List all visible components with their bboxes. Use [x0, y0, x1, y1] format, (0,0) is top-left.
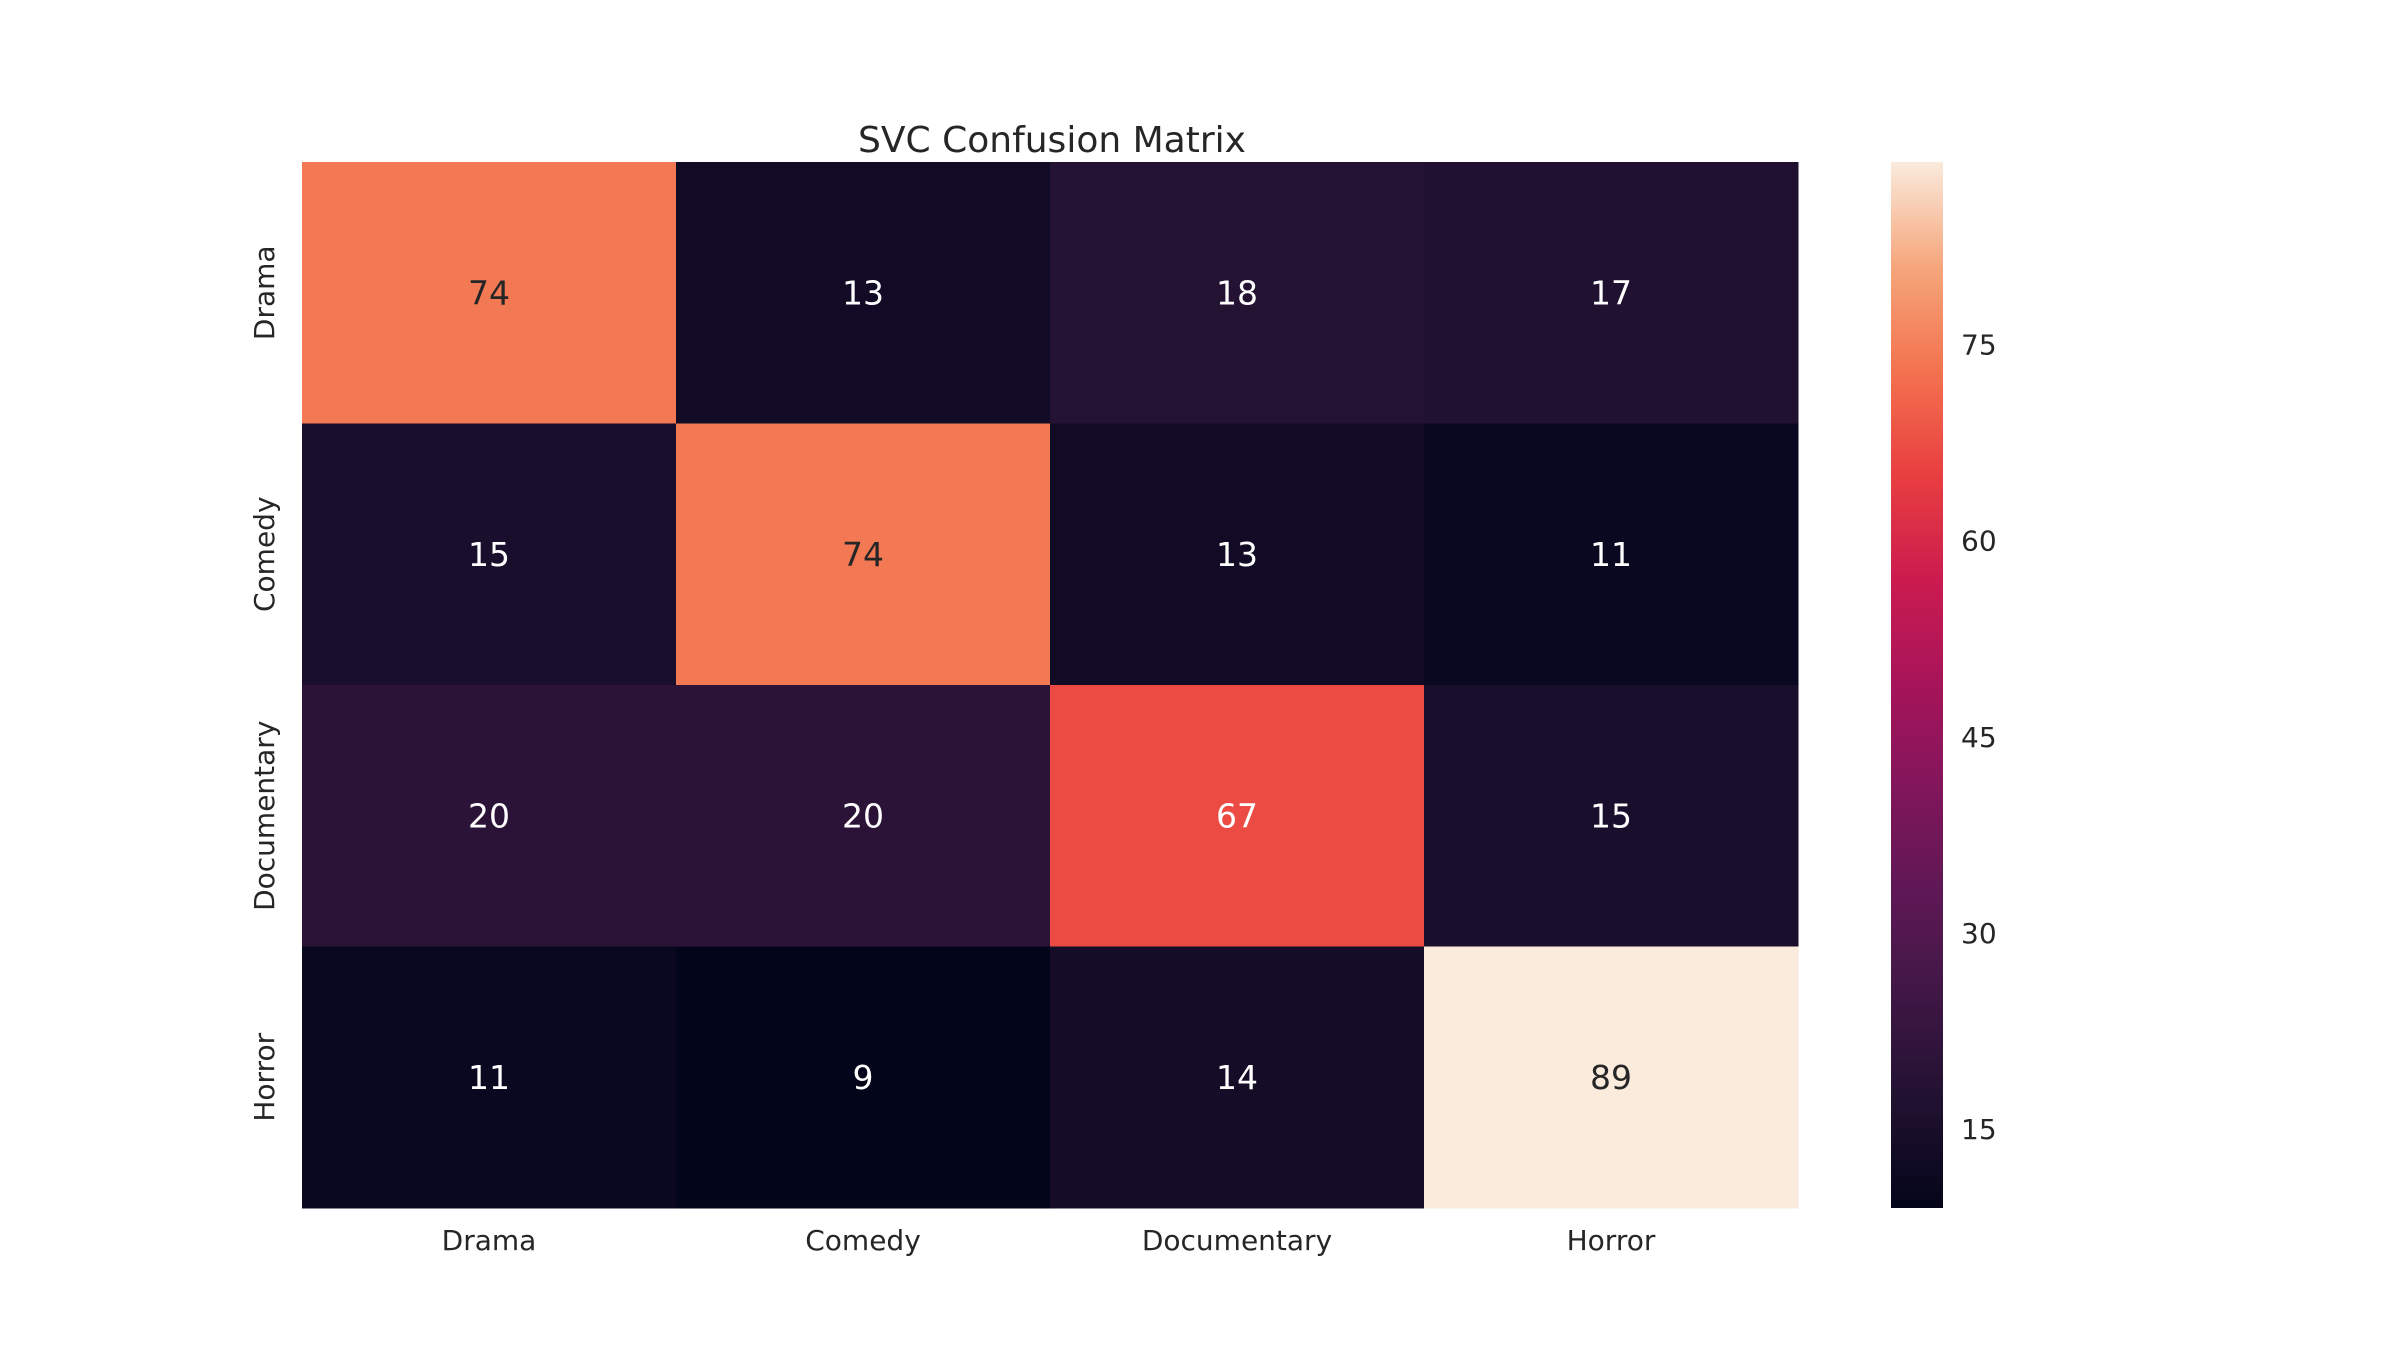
colorbar-tick-label: 60: [1961, 525, 1997, 558]
heatmap-cell-documentary-horror: [1424, 685, 1799, 947]
heatmap-cell-horror-drama: [302, 946, 677, 1209]
x-tick-label-comedy: Comedy: [805, 1224, 921, 1257]
colorbar: [1891, 162, 1943, 1208]
heatmap-cell-documentary-documentary: [1050, 685, 1425, 947]
heatmap-cell-horror-documentary: [1050, 946, 1425, 1209]
heatmap-cell-value: 74: [468, 273, 510, 312]
x-tick-label-documentary: Documentary: [1142, 1224, 1332, 1257]
heatmap-cells: [302, 162, 1799, 1209]
heatmap-cell-value: 20: [842, 796, 884, 835]
heatmap-cell-comedy-horror: [1424, 423, 1799, 686]
heatmap-cell-drama-documentary: [1050, 162, 1425, 424]
y-tick-label-documentary: Documentary: [248, 721, 281, 911]
heatmap-cell-drama-drama: [302, 162, 677, 424]
heatmap-cell-documentary-drama: [302, 685, 677, 947]
x-axis-tick-labels: Drama Comedy Documentary Horror: [442, 1224, 1656, 1257]
y-tick-label-comedy: Comedy: [248, 496, 281, 612]
y-axis-tick-labels: Drama Comedy Documentary Horror: [248, 245, 281, 1121]
heatmap-cell-comedy-documentary: [1050, 423, 1425, 686]
heatmap-cell-value: 18: [1216, 273, 1258, 312]
heatmap-cell-value: 11: [468, 1058, 510, 1097]
heatmap-cell-labels: 74 13 18 17 15 74 13 11 20 20 67 15 11 9 14 89: [468, 273, 1632, 1097]
colorbar-tick-label: 75: [1961, 329, 1997, 362]
heatmap-cell-value: 9: [853, 1058, 874, 1097]
colorbar-tick-label: 30: [1961, 917, 1997, 950]
heatmap-cell-drama-horror: [1424, 162, 1799, 424]
heatmap-cell-value: 13: [1216, 535, 1258, 574]
heatmap-cell-value: 74: [842, 535, 884, 574]
colorbar-tick-labels: 15 30 45 60 75: [1961, 329, 1997, 1147]
heatmap-cell-comedy-comedy: [676, 423, 1051, 686]
y-tick-label-horror: Horror: [248, 1032, 281, 1121]
colorbar-tick-label: 15: [1961, 1113, 1997, 1146]
heatmap-cell-value: 20: [468, 796, 510, 835]
chart-title: SVC Confusion Matrix: [858, 120, 1246, 161]
heatmap-cell-value: 17: [1590, 273, 1632, 312]
heatmap-cell-documentary-comedy: [676, 685, 1051, 947]
heatmap-cell-drama-comedy: [676, 162, 1051, 424]
heatmap-cell-value: 13: [842, 273, 884, 312]
heatmap-cell-horror-horror: [1424, 946, 1799, 1209]
y-tick-label-drama: Drama: [248, 245, 281, 340]
heatmap-cell-comedy-drama: [302, 423, 677, 686]
colorbar-tick-label: 45: [1961, 721, 1997, 754]
heatmap-cell-value: 67: [1216, 796, 1258, 835]
heatmap-cell-value: 11: [1590, 535, 1632, 574]
heatmap-cell-value: 15: [468, 535, 510, 574]
heatmap-cell-value: 89: [1590, 1058, 1632, 1097]
x-tick-label-horror: Horror: [1567, 1224, 1656, 1257]
x-tick-label-drama: Drama: [442, 1224, 537, 1257]
heatmap-cell-value: 15: [1590, 796, 1632, 835]
heatmap-cell-value: 14: [1216, 1058, 1258, 1097]
heatmap-cell-horror-comedy: [676, 946, 1051, 1209]
